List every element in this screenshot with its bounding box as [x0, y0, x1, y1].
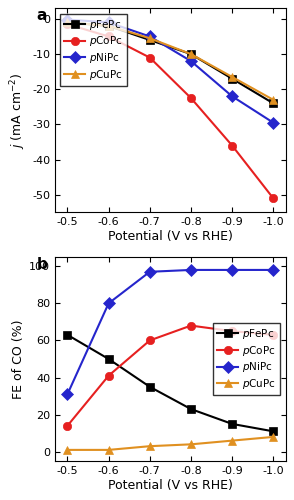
$p$NiPc: [189, 267, 193, 273]
$p$CuPc: [189, 442, 193, 448]
X-axis label: Potential (V vs RHE): Potential (V vs RHE): [108, 478, 233, 492]
$p$FePc: [66, 20, 69, 26]
$p$CuPc: [230, 438, 234, 444]
$p$CuPc: [230, 74, 234, 80]
$p$CoPc: [230, 142, 234, 148]
$p$NiPc: [230, 267, 234, 273]
$p$NiPc: [148, 34, 151, 40]
Line: $p$NiPc: $p$NiPc: [63, 16, 278, 127]
$p$FePc: [148, 384, 151, 390]
Line: $p$CoPc: $p$CoPc: [63, 322, 278, 430]
$p$CuPc: [107, 447, 110, 453]
$p$CoPc: [66, 21, 69, 27]
Y-axis label: FE of CO (%): FE of CO (%): [12, 319, 25, 398]
$p$FePc: [230, 76, 234, 82]
$p$NiPc: [66, 391, 69, 397]
$p$NiPc: [107, 300, 110, 306]
$p$FePc: [230, 421, 234, 427]
Line: $p$CuPc: $p$CuPc: [63, 432, 278, 454]
$p$CoPc: [107, 372, 110, 378]
$p$NiPc: [107, 20, 110, 26]
$p$CoPc: [189, 322, 193, 328]
Line: $p$FePc: $p$FePc: [63, 18, 278, 108]
$p$CuPc: [107, 23, 110, 29]
$p$FePc: [66, 332, 69, 338]
$p$CuPc: [189, 51, 193, 57]
$p$CoPc: [107, 34, 110, 40]
$p$CoPc: [272, 332, 275, 338]
$p$CuPc: [148, 35, 151, 41]
$p$CoPc: [66, 423, 69, 429]
$p$CuPc: [66, 20, 69, 26]
Line: $p$FePc: $p$FePc: [63, 330, 278, 436]
$p$CuPc: [272, 97, 275, 103]
$p$NiPc: [272, 267, 275, 273]
$p$FePc: [148, 37, 151, 43]
$p$CoPc: [230, 328, 234, 334]
$p$CuPc: [66, 447, 69, 453]
$p$CoPc: [189, 95, 193, 101]
$p$FePc: [107, 356, 110, 362]
X-axis label: Potential (V vs RHE): Potential (V vs RHE): [108, 230, 233, 243]
$p$NiPc: [272, 120, 275, 126]
$p$NiPc: [230, 94, 234, 100]
$p$CuPc: [148, 443, 151, 449]
$p$FePc: [272, 100, 275, 106]
$p$FePc: [189, 406, 193, 412]
$p$CoPc: [148, 54, 151, 60]
$p$NiPc: [189, 58, 193, 64]
$p$NiPc: [148, 269, 151, 275]
$p$CuPc: [272, 434, 275, 440]
Line: $p$CoPc: $p$CoPc: [63, 20, 278, 203]
$p$CoPc: [148, 338, 151, 344]
Line: $p$NiPc: $p$NiPc: [63, 266, 278, 398]
Text: b: b: [37, 257, 48, 272]
$p$NiPc: [66, 16, 69, 22]
Y-axis label: $j$ (mA cm$^{-2}$): $j$ (mA cm$^{-2}$): [8, 72, 28, 148]
$p$FePc: [272, 428, 275, 434]
$p$FePc: [107, 23, 110, 29]
Line: $p$CuPc: $p$CuPc: [63, 18, 278, 104]
Legend: $p$FePc, $p$CoPc, $p$NiPc, $p$CuPc: $p$FePc, $p$CoPc, $p$NiPc, $p$CuPc: [60, 14, 127, 86]
Text: a: a: [37, 8, 47, 24]
Legend: $p$FePc, $p$CoPc, $p$NiPc, $p$CuPc: $p$FePc, $p$CoPc, $p$NiPc, $p$CuPc: [213, 323, 280, 395]
$p$CoPc: [272, 196, 275, 202]
$p$FePc: [189, 51, 193, 57]
